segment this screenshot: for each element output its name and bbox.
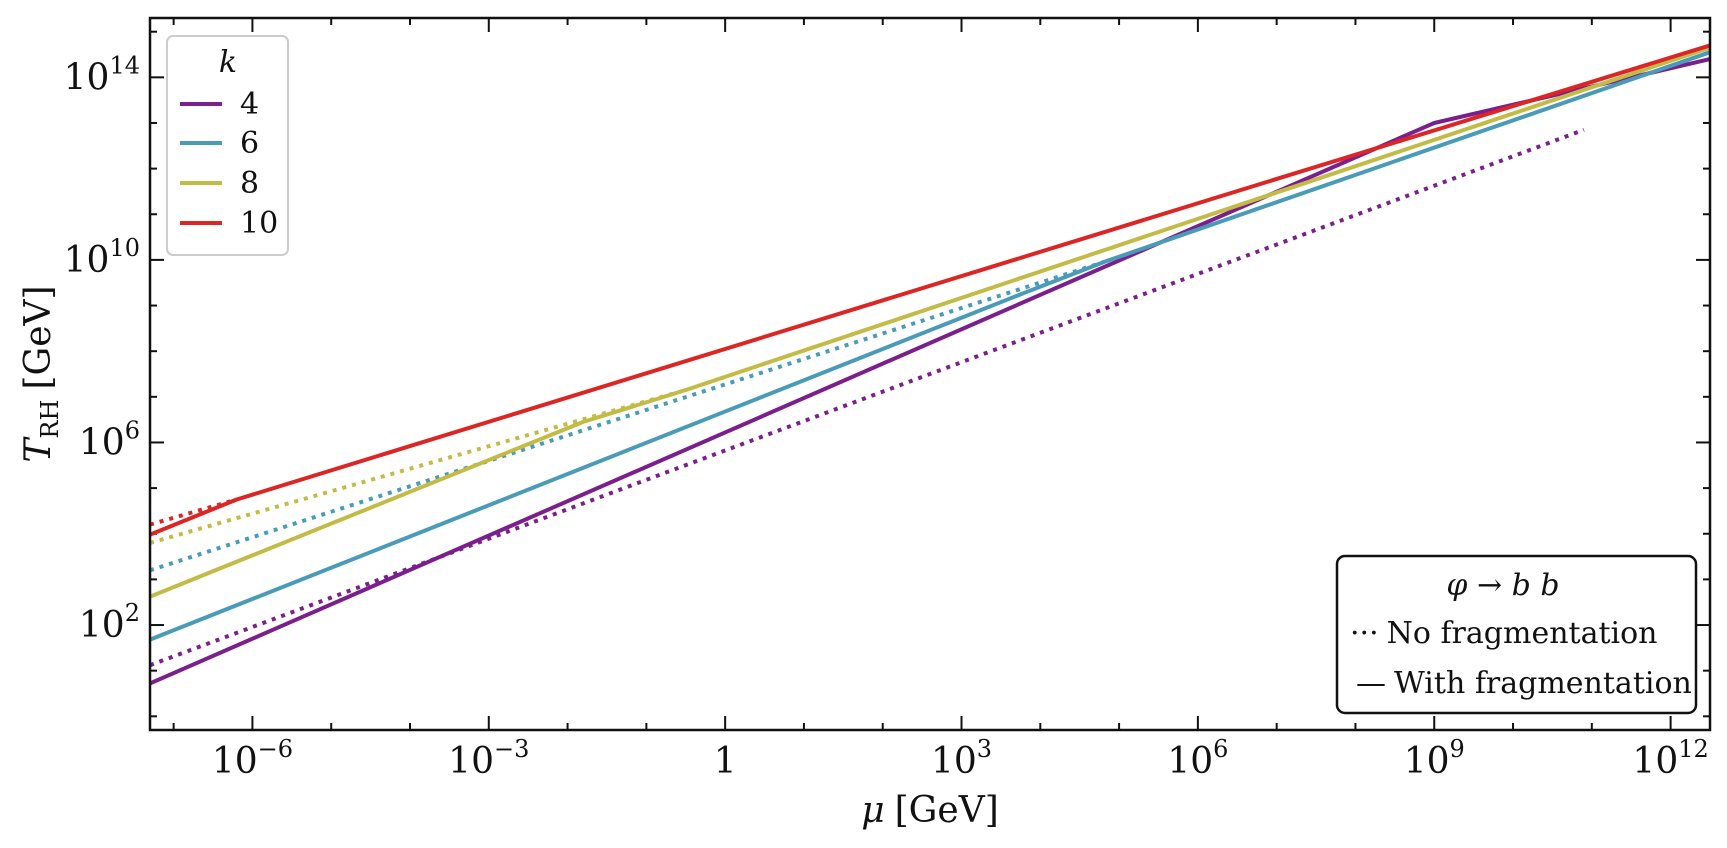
series-k8-no-fragmentation xyxy=(150,388,687,545)
x-tick-label: 109 xyxy=(1404,735,1465,782)
x-tick-label: 1 xyxy=(714,741,737,782)
legend-k: k 4 6 8 10 xyxy=(166,35,289,256)
legend-k-title: k xyxy=(219,45,237,80)
x-tick-label: 10−3 xyxy=(448,735,529,782)
legend-label-k8: 8 xyxy=(240,166,259,201)
legend-k-frame xyxy=(166,35,289,256)
x-tick-label: 103 xyxy=(931,735,992,782)
legend-style-title: φ → b b xyxy=(1446,568,1559,603)
legend-solid-label: With fragmentation xyxy=(1394,666,1692,701)
legend-style-frame xyxy=(1335,554,1698,715)
series-k8-with-fragmentation xyxy=(150,45,1710,599)
series-k10-with-fragmentation xyxy=(150,43,1710,537)
plot-frame xyxy=(148,16,1712,732)
legend-label-k6: 6 xyxy=(240,126,259,161)
y-tick-label: 1010 xyxy=(64,234,140,281)
legend-dotted-symbol: ··· xyxy=(1350,616,1379,651)
x-tick-label: 10−6 xyxy=(212,735,293,782)
legend-label-k10: 10 xyxy=(240,206,278,241)
series-k6-no-fragmentation xyxy=(150,260,1104,573)
series-k6-with-fragmentation xyxy=(150,50,1710,642)
y-axis-sub: RH xyxy=(36,400,64,439)
legend-label-k4: 4 xyxy=(240,87,259,122)
x-axis-var: μ xyxy=(861,790,884,831)
y-tick-label: 106 xyxy=(79,416,140,463)
x-axis-label: μ [GeV] xyxy=(861,790,999,831)
legend-style-solid: — With fragmentation xyxy=(1356,666,1692,701)
y-axis-unit: [GeV] xyxy=(18,285,59,389)
legend-solid-symbol: — xyxy=(1356,666,1386,701)
y-tick-label: 102 xyxy=(79,599,140,646)
series-layer xyxy=(150,43,1710,686)
y-tick-label: 1014 xyxy=(64,51,140,98)
x-axis-unit: [GeV] xyxy=(895,790,999,831)
x-tick-label: 1012 xyxy=(1632,735,1708,782)
legend-style: φ → b b ··· No fragmentation — With fragme… xyxy=(1335,554,1698,715)
y-axis-label: TRH [GeV] xyxy=(18,285,64,462)
legend-style-dotted: ··· No fragmentation xyxy=(1350,616,1658,651)
legend-dotted-label: No fragmentation xyxy=(1387,616,1658,651)
x-tick-label: 106 xyxy=(1167,735,1228,782)
y-axis-var: T xyxy=(18,436,59,463)
